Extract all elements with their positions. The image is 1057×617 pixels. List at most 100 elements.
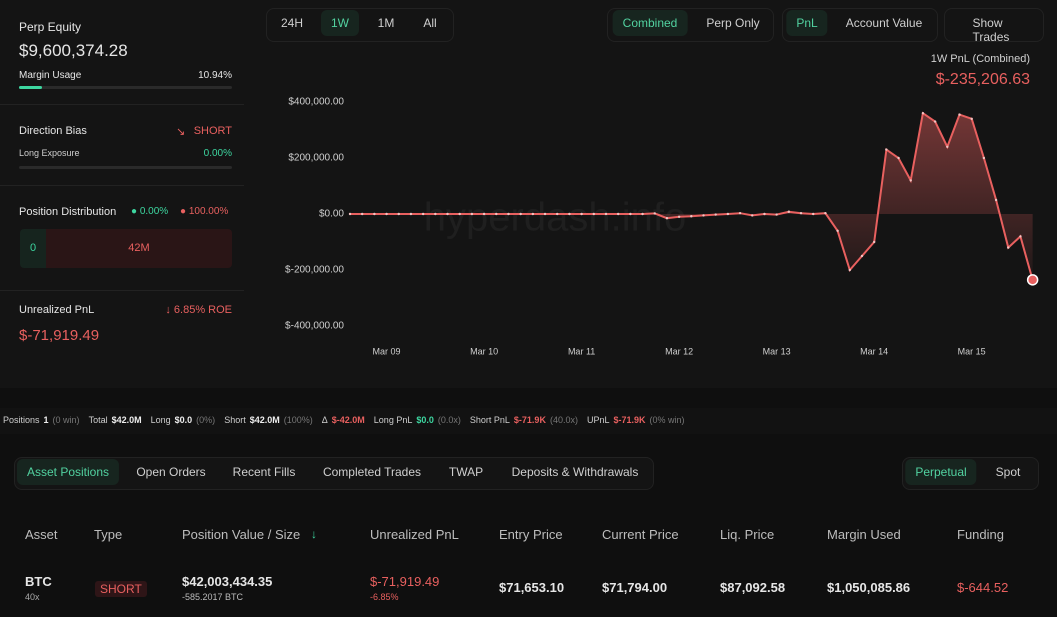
point — [629, 212, 632, 216]
stat-note: (40.0x) — [549, 415, 578, 425]
point — [665, 217, 669, 220]
table-header: Position Value / Size — [182, 527, 301, 542]
point — [531, 212, 535, 216]
point — [677, 215, 681, 218]
show-trades-box — [944, 8, 1044, 42]
upnl-label: Unrealized PnL — [19, 304, 95, 316]
stat-value: $-42.0M — [331, 415, 365, 425]
distribution-short-value: 100.00% — [188, 206, 229, 217]
upnl: $-71,919.49 — [370, 574, 440, 589]
stat: Long $0.0 (0%) — [151, 415, 216, 425]
toolbar-button[interactable]: Account Value — [845, 16, 923, 30]
x-tick-label: Mar 14 — [860, 346, 888, 356]
divider — [0, 290, 244, 291]
tab[interactable]: TWAP — [448, 465, 484, 479]
x-tick-label: Mar 15 — [958, 346, 986, 356]
x-tick-label: Mar 11 — [568, 346, 595, 356]
point — [446, 212, 449, 216]
upnl-pct: -6.85% — [370, 592, 399, 602]
stat-value: $0.0 — [174, 415, 193, 425]
x-tick-label: Mar 10 — [470, 346, 498, 356]
tab[interactable]: Deposits & Withdrawals — [511, 465, 639, 479]
point — [775, 213, 778, 216]
current-price: $71,794.00 — [602, 580, 668, 595]
point — [495, 212, 498, 216]
point — [982, 156, 986, 160]
stat-label: Short — [224, 415, 246, 425]
funding: $-644.52 — [957, 580, 1009, 595]
bias-label: Direction Bias — [19, 125, 87, 137]
stat: Positions 1 (0 win) — [3, 415, 80, 425]
point — [1019, 235, 1022, 238]
roe-value: 6.85% ROE — [173, 304, 232, 316]
table-header: Margin Used — [827, 527, 901, 542]
stat-note: (0%) — [196, 415, 216, 425]
stat-note: (0 win) — [52, 415, 80, 425]
watermark: hyperdash.info — [424, 196, 686, 240]
market-tab[interactable]: Perpetual — [905, 459, 977, 485]
stat-value: $-71.9K — [513, 415, 546, 425]
table-header: Current Price — [602, 527, 679, 542]
toolbar-button[interactable]: PnL — [786, 10, 828, 36]
tab[interactable]: Recent Fills — [232, 465, 296, 479]
stat-note: (0% win) — [649, 415, 685, 425]
bias: SHORT — [193, 125, 232, 137]
point — [421, 212, 425, 216]
y-tick-label: $-200,000.00 — [285, 265, 344, 276]
end-point — [1026, 274, 1039, 286]
toolbar-button[interactable]: 1M — [377, 16, 395, 30]
point — [690, 215, 693, 218]
toolbar-button[interactable]: 1W — [321, 10, 359, 36]
tab[interactable]: Open Orders — [136, 465, 206, 479]
market-tab[interactable]: Spot — [995, 465, 1021, 479]
point — [812, 212, 815, 216]
toolbar-button[interactable]: All — [423, 16, 437, 30]
toolbar-button[interactable]: 24H — [280, 16, 304, 30]
x-tick-label: Mar 09 — [373, 346, 401, 356]
table-header: Unrealized PnL — [370, 527, 459, 542]
stat-value: $42.0M — [249, 415, 280, 425]
point — [726, 212, 730, 216]
type-badge: SHORT — [95, 581, 147, 597]
point — [568, 212, 571, 216]
toolbar-button[interactable]: Combined — [612, 10, 688, 36]
range-group — [266, 8, 454, 42]
point — [348, 212, 352, 216]
point — [836, 229, 839, 232]
toolbar-button[interactable]: Perp Only — [706, 16, 760, 30]
point — [592, 212, 595, 216]
point — [860, 254, 864, 258]
margin-fill — [19, 86, 42, 89]
margin-track — [19, 86, 232, 89]
area — [350, 113, 1033, 280]
point — [653, 212, 656, 215]
stat-label: Positions — [3, 415, 40, 425]
y-tick-label: $200,000.00 — [288, 153, 344, 164]
point — [556, 212, 559, 216]
position-value: $42,003,434.35 — [182, 574, 273, 589]
tab[interactable]: Completed Trades — [322, 465, 422, 479]
x-tick-label: Mar 13 — [763, 346, 791, 356]
stat-value: $42.0M — [111, 415, 142, 425]
chart-subtitle: $-235,206.63 — [936, 71, 1030, 88]
y-tick-label: $400,000.00 — [288, 97, 344, 108]
stat-label: Δ — [321, 415, 328, 425]
distribution-label: Position Distribution — [19, 206, 117, 218]
stat-label: UPnL — [586, 415, 610, 425]
point — [885, 148, 888, 151]
margin-price: $1,050,085.86 — [827, 580, 911, 595]
point — [1007, 246, 1010, 249]
sort-icon: ↓ — [311, 527, 317, 541]
point — [909, 179, 912, 182]
exposure-track — [19, 166, 232, 169]
stat: Total $42.0M — [89, 415, 142, 425]
tab[interactable]: Asset Positions — [16, 459, 120, 485]
point — [385, 212, 388, 216]
point — [994, 198, 998, 202]
chart-title: 1W PnL (Combined) — [931, 53, 1030, 65]
table-header: Liq. Price — [720, 527, 775, 542]
show-trades[interactable]: Show Trades — [972, 16, 1010, 44]
entry-price: $71,653.10 — [499, 580, 565, 595]
stat: Short PnL $-71.9K (40.0x) — [470, 415, 578, 425]
